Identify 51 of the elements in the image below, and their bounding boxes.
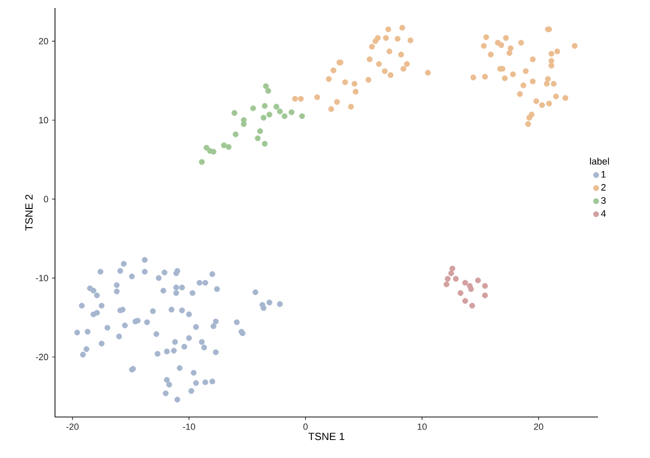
point xyxy=(263,83,269,90)
point xyxy=(260,114,266,121)
point xyxy=(265,88,272,94)
legend-label: 2 xyxy=(601,184,606,191)
point xyxy=(250,105,256,112)
point xyxy=(221,142,227,148)
y-tick-label: 10 xyxy=(39,116,48,124)
point xyxy=(448,270,454,276)
point xyxy=(198,159,205,165)
y-tick-label: -10 xyxy=(36,274,48,282)
point xyxy=(232,110,238,116)
x-tick-label: -10 xyxy=(182,424,196,430)
y-tick-label: 20 xyxy=(38,38,48,44)
point xyxy=(444,276,451,282)
x-axis-title: TSNE 1 xyxy=(308,432,344,440)
x-tick-label: 10 xyxy=(418,424,427,430)
point xyxy=(482,292,488,298)
point xyxy=(276,108,283,114)
legend-label: 3 xyxy=(601,197,606,204)
point xyxy=(288,109,294,116)
legend-title: label xyxy=(590,158,609,165)
point xyxy=(257,128,263,134)
legend-label: 1 xyxy=(602,171,606,178)
point xyxy=(452,276,459,282)
point xyxy=(462,280,468,286)
point xyxy=(469,302,476,309)
point xyxy=(210,148,216,155)
point xyxy=(449,266,456,272)
point xyxy=(266,112,272,118)
point xyxy=(444,281,450,288)
point xyxy=(458,290,464,296)
point xyxy=(262,140,268,147)
point xyxy=(262,103,268,109)
point xyxy=(282,113,288,120)
x-tick-label: 20 xyxy=(534,424,544,430)
point xyxy=(299,113,305,120)
point xyxy=(475,278,481,284)
point xyxy=(232,131,239,138)
point xyxy=(482,283,488,289)
point xyxy=(226,144,232,150)
legend-label: 4 xyxy=(601,210,606,217)
point xyxy=(462,298,468,304)
point xyxy=(204,144,210,151)
y-tick-label: 0 xyxy=(44,196,48,202)
x-tick-label: 0 xyxy=(303,424,308,430)
point xyxy=(468,286,474,292)
point xyxy=(254,135,261,142)
y-tick-label: -20 xyxy=(36,354,48,360)
point xyxy=(273,104,280,110)
y-axis-title: TSNE 2 xyxy=(25,194,33,231)
x-tick-label: -20 xyxy=(66,424,79,430)
